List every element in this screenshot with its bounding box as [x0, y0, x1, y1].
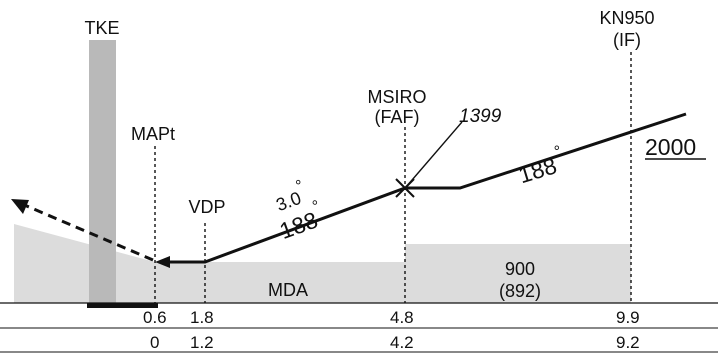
glide-angle-degree: °	[294, 177, 306, 195]
msiro-role-label: (FAF)	[375, 107, 420, 127]
intermediate-course-degree: °	[553, 143, 564, 161]
step-down-shaded-area	[405, 244, 631, 303]
distance-row1-cell: 9.9	[616, 308, 640, 327]
runway-threshold-bar	[87, 303, 158, 308]
intermediate-course-group: 188 °	[515, 143, 564, 188]
kn950-role-label: (IF)	[613, 30, 641, 50]
distance-row2-cell: 4.2	[390, 333, 414, 352]
missed-approach-arrowhead-icon	[11, 199, 29, 214]
crossing-altitude-leader	[405, 121, 463, 188]
crossing-altitude-label: 1399	[459, 106, 502, 127]
intermediate-course-label: 188	[515, 152, 559, 188]
distance-row2-cell: 9.2	[616, 333, 640, 352]
final-course-degree: °	[310, 198, 322, 216]
distance-row1-cell: 0.6	[143, 308, 167, 327]
distance-row1-cell: 1.8	[190, 308, 214, 327]
approach-path	[166, 112, 687, 264]
msiro-name-label: MSIRO	[367, 87, 426, 107]
tke-label: TKE	[84, 18, 119, 38]
mapt-label: MAPt	[131, 124, 175, 144]
kn950-name-label: KN950	[599, 8, 654, 28]
distance-row2-cell: 0	[150, 333, 159, 352]
distance-row2-cell: 1.2	[190, 333, 214, 352]
step-altitude-label: 900	[505, 259, 535, 279]
dashed-arrow-icon	[21, 202, 154, 262]
mda-label: MDA	[268, 280, 308, 300]
arrowhead-icon	[155, 256, 170, 268]
terrain-slope	[14, 224, 155, 303]
runway-bar	[89, 40, 116, 303]
mda-shaded-area	[155, 262, 405, 303]
distance-row1-cell: 4.8	[390, 308, 414, 327]
initial-altitude-label: 2000	[645, 134, 696, 160]
step-height-label: (892)	[499, 281, 541, 301]
vdp-label: VDP	[188, 197, 225, 217]
